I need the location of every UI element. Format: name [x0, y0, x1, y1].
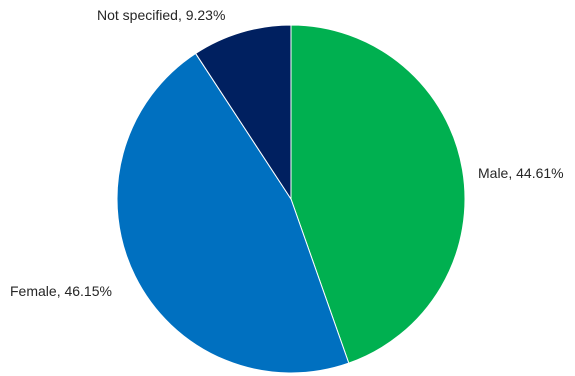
pie-label-value: 9.23%: [186, 7, 226, 23]
pie-slice-not-specified: [194, 24, 292, 201]
pie-label-male: Male, 44.61%: [478, 165, 564, 181]
pie-label-name: Not specified: [97, 7, 178, 23]
pie-slice-female: [116, 52, 350, 374]
pie-label-name: Female: [10, 283, 57, 299]
pie-label-female: Female, 46.15%: [10, 283, 112, 299]
pie-label-value: 44.61%: [516, 165, 563, 181]
pie-label-name: Male: [478, 165, 509, 181]
pie-label-value: 46.15%: [64, 283, 111, 299]
pie-slice-male: [290, 24, 466, 364]
pie-labels: Male, 44.61% Female, 46.15% Not specified,…: [10, 7, 564, 299]
pie-label-not-specified: Not specified, 9.23%: [97, 7, 225, 23]
pie-slices: [116, 24, 466, 374]
